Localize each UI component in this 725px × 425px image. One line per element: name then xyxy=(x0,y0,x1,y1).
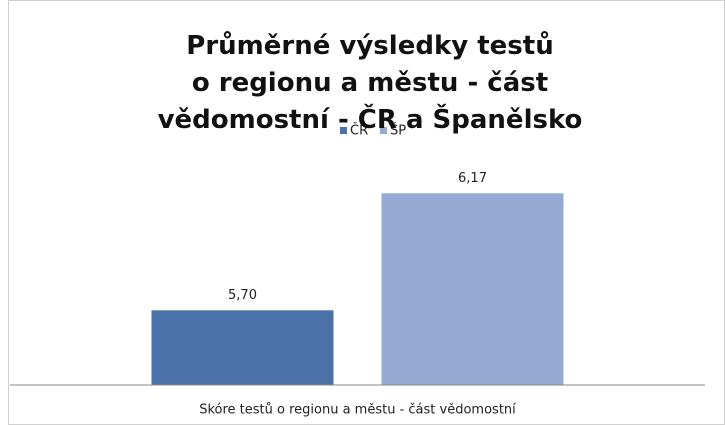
bar xyxy=(381,193,564,385)
bar xyxy=(151,310,334,385)
chart-frame xyxy=(8,0,725,425)
chart-title: Průměrné výsledky testů o regionu a měst… xyxy=(157,31,583,135)
legend-label: ŠP xyxy=(390,123,406,139)
data-label: 5,70 xyxy=(228,288,257,303)
x-tick-label: Skóre testů o regionu a městu - část věd… xyxy=(199,403,516,418)
data-label: 6,17 xyxy=(458,171,487,186)
legend-swatch xyxy=(340,127,347,134)
legend-swatch xyxy=(380,127,387,134)
legend-label: ČR xyxy=(350,123,368,139)
